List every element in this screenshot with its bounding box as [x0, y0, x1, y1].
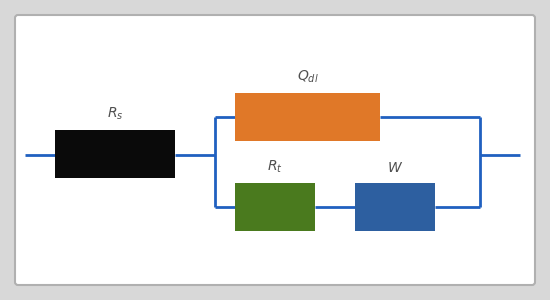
- FancyBboxPatch shape: [15, 15, 535, 285]
- Text: $W$: $W$: [387, 161, 403, 175]
- Text: $R_t$: $R_t$: [267, 159, 283, 175]
- Text: $Q_{dl}$: $Q_{dl}$: [296, 69, 318, 85]
- Bar: [235, 183, 315, 231]
- Bar: [55, 130, 175, 178]
- Bar: [355, 183, 435, 231]
- Text: $R_s$: $R_s$: [107, 106, 123, 122]
- Bar: [235, 93, 380, 141]
